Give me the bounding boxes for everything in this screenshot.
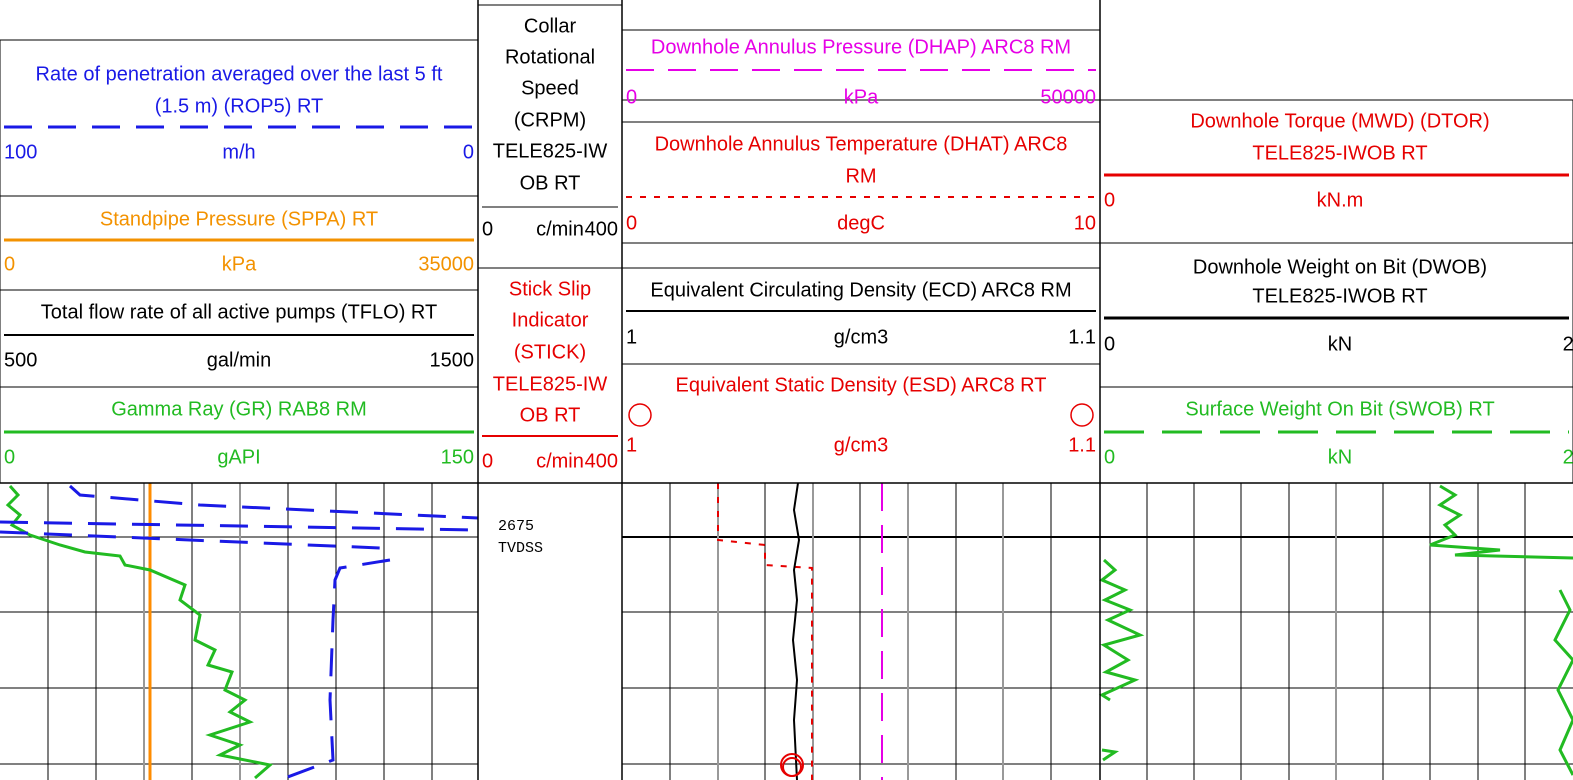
header-title: (1.5 m) (ROP5) RT	[155, 95, 324, 117]
header-box	[1099, 386, 1573, 484]
header-marker	[1070, 403, 1094, 427]
scale-min: 100	[4, 141, 37, 163]
scale-max: 200	[1563, 446, 1573, 468]
scale-unit: m/h	[222, 141, 255, 163]
scale-max: 1.1	[1068, 434, 1096, 456]
scale-min: 1	[626, 434, 637, 456]
scale-max: 0	[463, 141, 474, 163]
scale-unit: kN	[1328, 333, 1352, 355]
header-title: Equivalent Circulating Density (ECD) ARC…	[650, 279, 1071, 301]
header-title: OB RT	[520, 172, 581, 194]
header-title: Downhole Torque (MWD) (DTOR)	[1190, 110, 1489, 132]
header-title: Total flow rate of all active pumps (TFL…	[41, 301, 437, 323]
scale-unit: c/min	[536, 218, 584, 240]
scale-min: 0	[482, 218, 493, 240]
scale-unit: degC	[837, 212, 885, 234]
header-title: Standpipe Pressure (SPPA) RT	[100, 208, 378, 230]
header-title: RM	[845, 165, 876, 187]
ecd-curve	[791, 482, 801, 780]
scale-unit: g/cm3	[834, 434, 888, 456]
scale-unit: gAPI	[217, 446, 260, 468]
header-box	[621, 29, 1101, 101]
scale-max: 400	[585, 450, 618, 472]
header-title: Rotational	[505, 46, 595, 68]
header-title: Surface Weight On Bit (SWOB) RT	[1185, 398, 1494, 420]
header-title: (CRPM)	[514, 109, 586, 131]
scale-unit: kPa	[844, 86, 879, 108]
header-title: TELE825-IWOB RT	[1252, 142, 1427, 164]
scale-max: 150	[441, 446, 474, 468]
gr-curve	[5, 485, 274, 780]
scale-min: 500	[4, 349, 37, 371]
scale-unit: kN.m	[1317, 189, 1364, 211]
header-title: TELE825-IW	[493, 373, 608, 395]
header-title: TELE825-IWOB RT	[1252, 285, 1427, 307]
scale-min: 0	[1104, 333, 1115, 355]
scale-max: 1.1	[1068, 326, 1096, 348]
scale-unit: gal/min	[207, 349, 271, 371]
scale-unit: kPa	[222, 253, 257, 275]
header-title: Downhole Weight on Bit (DWOB)	[1193, 256, 1487, 278]
scale-max: 1500	[430, 349, 475, 371]
header-title: Speed	[521, 77, 579, 99]
scale-min: 1	[626, 326, 637, 348]
scale-max: 10	[1074, 212, 1096, 234]
scale-min: 0	[626, 86, 637, 108]
header-title: Rate of penetration averaged over the la…	[36, 63, 443, 85]
header-title: Stick Slip	[509, 278, 591, 300]
plot-area: 2675 TVDSS	[0, 482, 1573, 780]
depth-label: 2675	[498, 518, 534, 535]
scale-min: 0	[1104, 189, 1115, 211]
header-title: OB RT	[520, 404, 581, 426]
scale-unit: kN	[1328, 446, 1352, 468]
header-title: Downhole Annulus Temperature (DHAT) ARC8	[655, 133, 1068, 155]
header-title: Downhole Annulus Pressure (DHAP) ARC8 RM	[651, 36, 1071, 58]
scale-unit: g/cm3	[834, 326, 888, 348]
scale-min: 0	[4, 253, 15, 275]
rop5-curve	[0, 484, 479, 780]
esd-marker	[782, 757, 802, 777]
scale-min: 0	[482, 450, 493, 472]
scale-min: 0	[1104, 446, 1115, 468]
grid	[0, 483, 1573, 780]
dwob-curve	[1429, 484, 1573, 776]
depth-reference: TVDSS	[498, 540, 543, 557]
header-title: Equivalent Static Density (ESD) ARC8 RT	[676, 374, 1047, 396]
scale-max: 400	[585, 218, 618, 240]
header-title: TELE825-IW	[493, 140, 608, 162]
header-title: Indicator	[512, 309, 589, 331]
header-title: Collar	[524, 15, 577, 37]
header-title: (STICK)	[514, 341, 586, 363]
dhat-curve	[717, 483, 813, 780]
swob-curve	[1098, 558, 1145, 762]
scale-max: 50000	[1040, 86, 1096, 108]
scale-min: 0	[626, 212, 637, 234]
header-title: Gamma Ray (GR) RAB8 RM	[111, 398, 367, 420]
header-marker	[628, 403, 652, 427]
scale-min: 0	[4, 446, 15, 468]
scale-max: 200	[1563, 333, 1573, 355]
scale-unit: c/min	[536, 450, 584, 472]
scale-max: 35000	[418, 253, 474, 275]
